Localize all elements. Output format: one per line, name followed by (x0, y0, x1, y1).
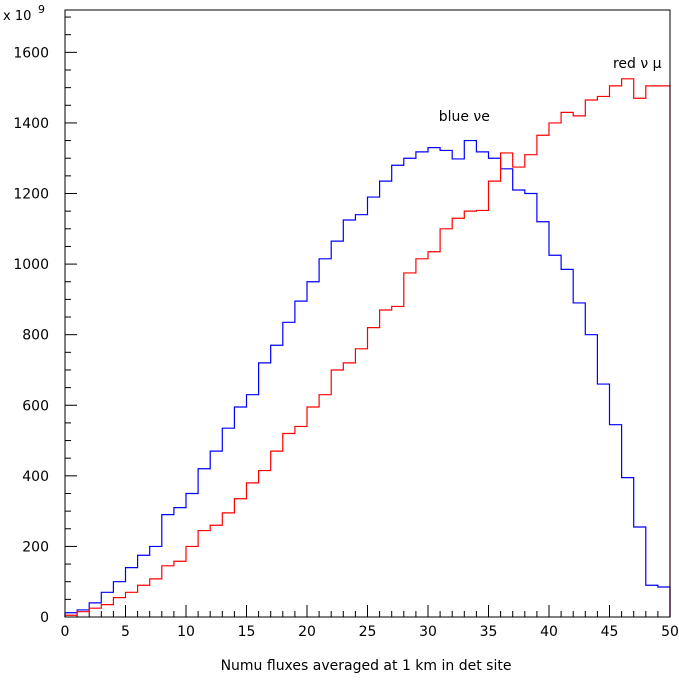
y-exponent-label: x 10 (3, 9, 31, 24)
x-tick-label: 10 (177, 624, 195, 640)
x-tick-label: 40 (540, 624, 558, 640)
series-layer (64, 78, 671, 617)
y-tick-label: 0 (40, 610, 49, 626)
series-line-1 (64, 78, 671, 617)
y-tick-label: 1600 (13, 45, 49, 61)
x-tick-labels: 0 5 10 15 20 25 30 35 40 45 50 (61, 624, 679, 640)
series-annotation: blue νe (439, 109, 490, 125)
y-tick-label: 800 (22, 328, 49, 344)
y-tick-label: 600 (22, 398, 49, 414)
annotations: blue νe red ν μ (439, 56, 662, 125)
x-tick-label: 20 (298, 624, 316, 640)
y-exponent-power: 9 (38, 3, 45, 16)
x-tick-label: 0 (61, 624, 70, 640)
axis-ticks (64, 16, 671, 618)
plot-frame (64, 9, 671, 618)
x-tick-label: 30 (419, 624, 437, 640)
y-tick-label: 200 (22, 539, 49, 555)
y-tick-label: 1000 (13, 257, 49, 273)
x-tick-label: 35 (480, 624, 498, 640)
series-annotation: red ν μ (613, 56, 662, 72)
series-line-0 (64, 139, 671, 617)
y-tick-labels: 0 200 400 600 800 1000 1200 1400 1600 (13, 45, 49, 626)
y-tick-label: 1200 (13, 187, 49, 203)
x-tick-label: 45 (601, 624, 619, 640)
x-tick-label: 25 (359, 624, 377, 640)
y-tick-label: 400 (22, 469, 49, 485)
x-tick-label: 50 (661, 624, 679, 640)
y-tick-label: 1400 (13, 116, 49, 132)
x-tick-label: 5 (121, 624, 130, 640)
x-axis-label: Numu fluxes averaged at 1 km in det site (221, 658, 512, 674)
x-tick-label: 15 (238, 624, 256, 640)
